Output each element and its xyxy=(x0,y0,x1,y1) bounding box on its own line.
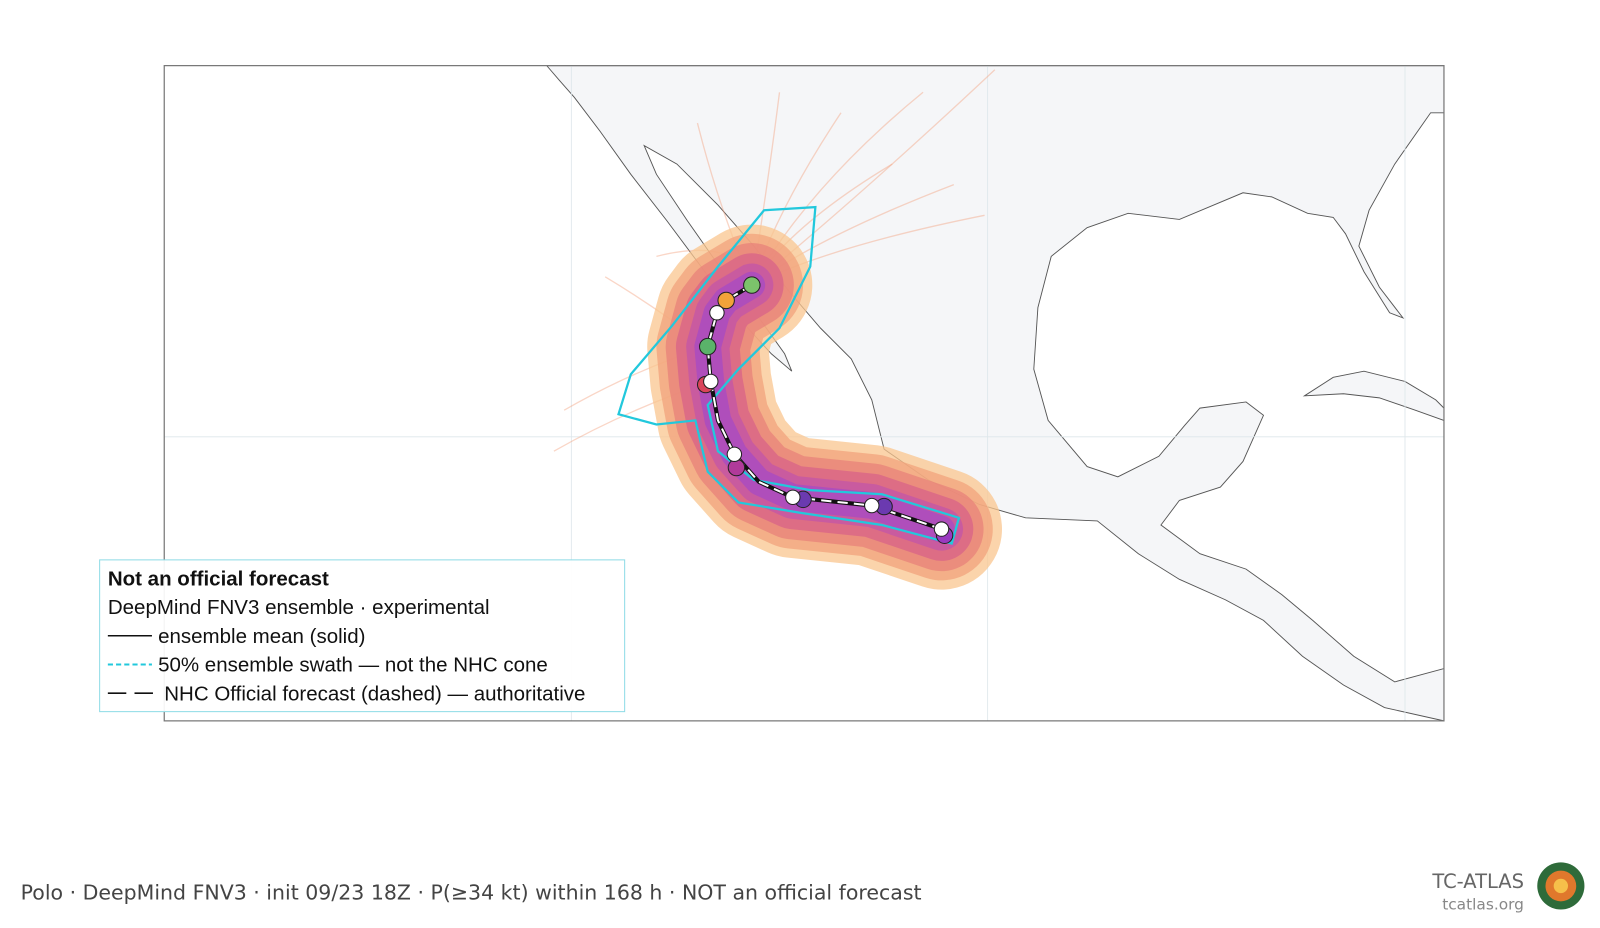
nhc-point xyxy=(709,305,725,321)
nhc-point xyxy=(864,497,880,514)
map xyxy=(164,65,1445,722)
brand: TC-ATLAS xyxy=(1431,870,1524,893)
legend-label: 50% ensemble swath — not the NHC cone xyxy=(158,654,548,677)
caption: Polo · DeepMind FNV3 · init 09/23 18Z · … xyxy=(21,880,922,904)
nhc-point xyxy=(726,446,743,462)
site: tcatlas.org xyxy=(1442,896,1524,914)
ensemble-swath xyxy=(617,205,961,545)
logo xyxy=(1537,862,1585,910)
nhc-point xyxy=(933,521,950,537)
legend-label: ensemble mean (solid) xyxy=(158,625,365,648)
forecast-point xyxy=(698,337,717,356)
map-frame xyxy=(163,65,1445,722)
logo-eye xyxy=(1553,878,1569,894)
forecast-point xyxy=(717,291,735,310)
forecast-point xyxy=(743,276,761,294)
legend: Not an official forecast DeepMind FNV3 e… xyxy=(99,559,626,713)
nhc-point xyxy=(703,373,719,390)
legend-title: Not an official forecast xyxy=(108,568,329,591)
legend-label: NHC Official forecast (dashed) — authori… xyxy=(164,682,585,705)
nhc-point xyxy=(785,489,801,506)
forecast-point xyxy=(727,458,746,477)
legend-box xyxy=(99,559,626,713)
legend-subtitle: DeepMind FNV3 ensemble · experimental xyxy=(108,596,490,619)
